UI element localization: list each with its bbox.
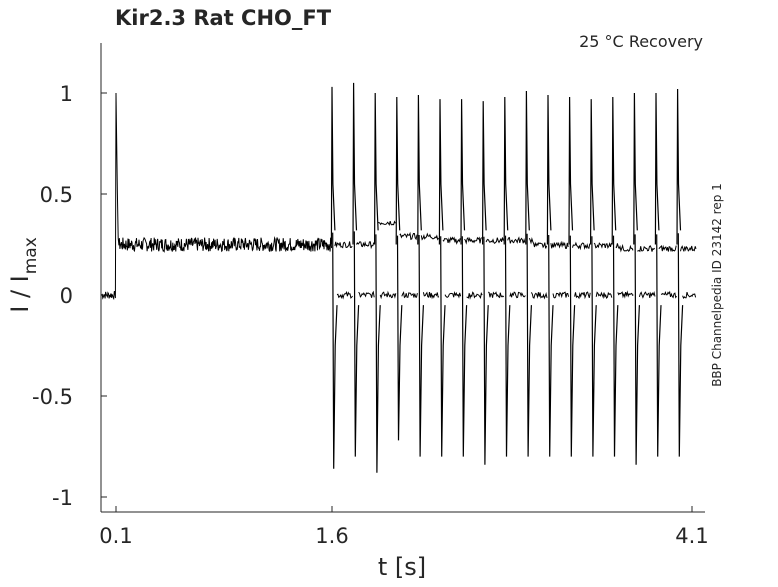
recovery-spike-up: [568, 96, 574, 245]
recovery-spike-down: [483, 236, 489, 465]
recovery-lower-trace: [379, 290, 397, 300]
y-tick-label: 0: [60, 284, 73, 308]
recovery-upper-trace: [356, 240, 375, 250]
y-tick-label: 0.5: [40, 183, 73, 207]
recovery-spike-up: [633, 92, 638, 245]
recovery-spike-up: [482, 101, 487, 245]
recovery-upper-trace: [572, 241, 591, 251]
y-axis-label: I / Imax: [6, 237, 41, 313]
recovery-upper-trace: [507, 236, 526, 244]
recovery-spike-down: [440, 236, 446, 457]
recovery-upper-trace: [528, 237, 548, 249]
chart-title: Kir2.3 Rat CHO_FT: [115, 6, 332, 30]
recovery-spike-up: [395, 96, 401, 245]
chart-subtitle: 25 °C Recovery: [579, 32, 703, 51]
x-tick-label: 1.6: [315, 524, 348, 548]
recovery-spike-down: [677, 233, 684, 457]
recovery-lower-trace: [336, 290, 353, 300]
recovery-spike-down: [656, 234, 662, 457]
recovery-spike-down: [353, 231, 360, 457]
recovery-upper-trace: [378, 220, 396, 226]
side-label: BBP Channelpedia ID 23142 rep 1: [710, 183, 724, 387]
recovery-spike-down: [526, 233, 532, 457]
recovery-upper-trace: [550, 240, 569, 249]
recovery-lower-trace: [401, 291, 418, 299]
recovery-upper-trace: [442, 236, 461, 245]
recovery-spike-up: [525, 90, 530, 245]
recovery-spike-up: [676, 88, 682, 245]
recovery-spike-down: [332, 232, 338, 469]
recovery-upper-trace: [334, 241, 353, 249]
recovery-spike-up: [417, 94, 422, 245]
recovery-spike-up: [330, 86, 336, 245]
recovery-lower-trace: [595, 291, 613, 299]
y-ticks: 1 0.5 0 -0.5 -1: [32, 82, 107, 510]
recovery-lower-trace: [466, 291, 483, 300]
y-tick-label: -1: [52, 486, 73, 510]
recovery-spike-up: [503, 96, 509, 245]
recovery-spike-up: [352, 82, 358, 245]
recovery-spike-up: [654, 92, 660, 245]
recovery-spike-down: [569, 235, 576, 457]
recovery-spike-down: [634, 234, 640, 465]
recovery-lower-trace: [638, 291, 656, 299]
traces: [101, 82, 697, 473]
recovery-spike-down: [591, 236, 597, 457]
x-axis-label: t [s]: [378, 553, 426, 581]
recovery-lower-trace: [574, 291, 591, 300]
recovery-spike-up: [438, 99, 444, 245]
recovery-lower-trace: [422, 291, 440, 300]
recovery-upper-trace: [485, 237, 504, 245]
y-axis-label-main: I / I: [6, 275, 34, 313]
y-axis-label-sub: max: [21, 237, 41, 274]
recovery-upper-trace: [593, 241, 612, 250]
trace-initial: [101, 92, 333, 301]
recovery-lower-trace: [509, 291, 526, 299]
recovery-lower-trace: [660, 290, 677, 299]
recovery-spike-down: [612, 235, 619, 457]
recovery-spike-up: [546, 94, 552, 245]
recovery-upper-trace: [464, 236, 483, 245]
recovery-spike-down: [396, 235, 403, 441]
recovery-spike-down: [504, 235, 511, 457]
recovery-lower-trace: [444, 291, 462, 299]
recovery-upper-trace: [658, 244, 677, 252]
recovery-lower-trace: [358, 290, 375, 298]
x-ticks: 0.1 1.6 4.1: [99, 506, 709, 548]
recovery-spike-down: [548, 234, 554, 457]
recovery-lower-trace: [617, 290, 634, 299]
recovery-upper-trace: [637, 245, 655, 253]
recovery-spike-up: [590, 99, 595, 245]
recovery-upper-trace: [680, 245, 697, 252]
x-tick-label: 0.1: [99, 524, 132, 548]
x-tick-label: 4.1: [675, 524, 708, 548]
recovery-upper-trace: [615, 243, 634, 253]
side-label-text: BBP Channelpedia ID 23142 rep 1: [710, 183, 724, 387]
recovery-lower-trace: [682, 291, 697, 299]
recovery-lower-trace: [487, 291, 505, 299]
y-tick-label: -0.5: [32, 385, 73, 409]
recovery-upper-trace: [399, 231, 418, 241]
recovery-spike-up: [611, 96, 617, 245]
svg-text:I / Imax: I / Imax: [6, 237, 41, 313]
y-tick-label: 1: [60, 82, 73, 106]
recovery-spike-down: [418, 234, 424, 457]
recovery-spike-up: [374, 92, 379, 245]
recovery-spike-up: [460, 99, 466, 245]
recovery-lower-trace: [552, 291, 570, 299]
recovery-upper-trace: [420, 232, 440, 241]
recovery-lower-trace: [530, 292, 548, 300]
recovery-spike-down: [461, 236, 468, 457]
recovery-spike-down: [375, 234, 381, 473]
